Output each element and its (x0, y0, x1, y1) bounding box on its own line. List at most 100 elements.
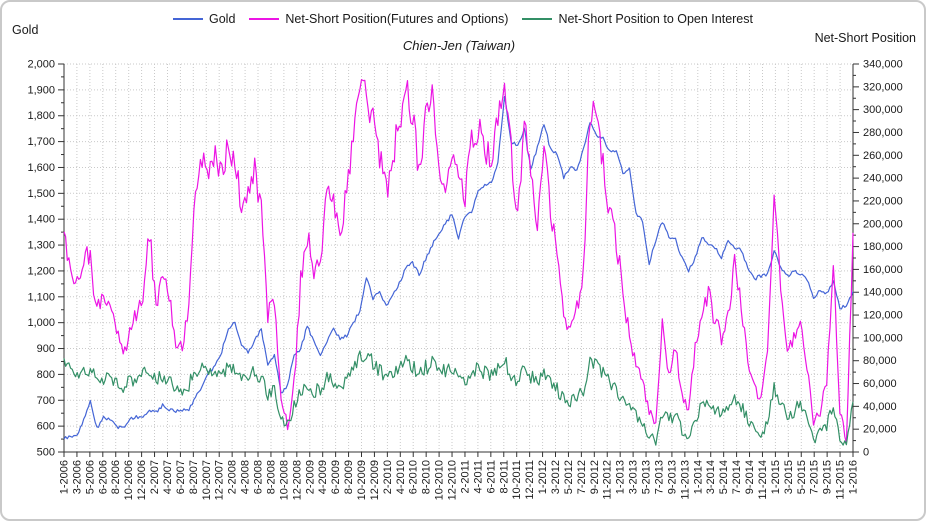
ratio-line-swatch-icon (522, 18, 553, 20)
svg-text:1-2014: 1-2014 (692, 460, 704, 494)
svg-text:11-2013: 11-2013 (679, 460, 691, 500)
svg-text:700: 700 (37, 395, 55, 407)
svg-text:4-2007: 4-2007 (162, 460, 174, 494)
svg-text:1,800: 1,800 (27, 110, 55, 122)
svg-text:320,000: 320,000 (863, 81, 903, 93)
svg-text:3-2012: 3-2012 (550, 460, 562, 494)
svg-text:6-2008: 6-2008 (253, 460, 265, 494)
svg-text:1-2015: 1-2015 (770, 460, 782, 494)
svg-text:12-2009: 12-2009 (369, 460, 381, 500)
svg-text:3-2014: 3-2014 (705, 460, 717, 494)
svg-text:6-2007: 6-2007 (175, 460, 187, 494)
svg-text:5-2014: 5-2014 (718, 460, 730, 494)
svg-text:2,000: 2,000 (27, 59, 55, 71)
svg-text:500: 500 (37, 447, 55, 459)
svg-text:11-2012: 11-2012 (602, 460, 614, 500)
svg-text:8-2008: 8-2008 (266, 460, 278, 494)
svg-text:100,000: 100,000 (863, 332, 903, 344)
svg-text:4-2011: 4-2011 (472, 460, 484, 493)
svg-text:200,000: 200,000 (863, 218, 903, 230)
legend-label-ratio: Net-Short Position to Open Interest (558, 12, 753, 26)
svg-text:1,100: 1,100 (27, 291, 55, 303)
svg-text:2-2011: 2-2011 (460, 460, 472, 493)
net-short-line-swatch-icon (249, 18, 280, 20)
svg-text:11-2014: 11-2014 (757, 460, 769, 500)
svg-text:140,000: 140,000 (863, 287, 903, 299)
svg-text:10-2008: 10-2008 (278, 460, 290, 500)
svg-text:800: 800 (37, 369, 55, 381)
legend-item-gold: Gold (173, 12, 235, 26)
svg-text:7-2014: 7-2014 (731, 460, 743, 494)
legend-item-net-short: Net-Short Position(Futures and Options) (249, 12, 508, 26)
svg-text:8-2007: 8-2007 (188, 460, 200, 494)
svg-text:1,500: 1,500 (27, 188, 55, 200)
series-line-gold (63, 95, 854, 440)
svg-text:6-2009: 6-2009 (330, 460, 342, 494)
svg-text:4-2010: 4-2010 (395, 460, 407, 494)
svg-text:4-2009: 4-2009 (317, 460, 329, 494)
svg-text:5-2012: 5-2012 (563, 460, 575, 494)
svg-text:6-2010: 6-2010 (408, 460, 420, 494)
svg-text:1,400: 1,400 (27, 214, 55, 226)
svg-text:1,600: 1,600 (27, 162, 55, 174)
legend-label-gold: Gold (209, 12, 236, 26)
svg-text:80,000: 80,000 (863, 355, 897, 367)
svg-text:9-2013: 9-2013 (666, 460, 678, 494)
svg-text:9-2014: 9-2014 (744, 460, 756, 494)
svg-text:1,200: 1,200 (27, 265, 55, 277)
svg-text:2-2007: 2-2007 (149, 460, 161, 494)
legend-item-ratio: Net-Short Position to Open Interest (522, 12, 753, 26)
svg-text:1-2012: 1-2012 (537, 460, 549, 494)
series-line-ratio (63, 350, 854, 446)
gold-line-swatch-icon (173, 18, 203, 20)
svg-text:1-2006: 1-2006 (59, 460, 71, 494)
svg-text:11-2015: 11-2015 (835, 460, 847, 500)
svg-text:1,000: 1,000 (27, 317, 55, 329)
svg-text:12-2010: 12-2010 (447, 460, 459, 500)
svg-text:6-2011: 6-2011 (485, 460, 497, 493)
left-axis-title: Gold (12, 23, 39, 37)
svg-text:1,700: 1,700 (27, 136, 55, 148)
svg-text:8-2010: 8-2010 (421, 460, 433, 494)
svg-text:7-2012: 7-2012 (576, 460, 588, 494)
svg-text:3-2006: 3-2006 (71, 460, 83, 494)
svg-text:40,000: 40,000 (863, 401, 897, 413)
svg-text:220,000: 220,000 (863, 195, 903, 207)
svg-text:3-2013: 3-2013 (628, 460, 640, 494)
svg-text:340,000: 340,000 (863, 59, 903, 71)
svg-text:7-2013: 7-2013 (654, 460, 666, 494)
chart-title: Chien-Jen (Taiwan) (402, 38, 516, 53)
svg-text:12-2008: 12-2008 (291, 460, 303, 500)
svg-text:600: 600 (37, 421, 55, 433)
svg-text:2-2008: 2-2008 (227, 460, 239, 494)
svg-text:8-2006: 8-2006 (110, 460, 122, 494)
svg-text:8-2011: 8-2011 (498, 460, 510, 493)
svg-text:5-2006: 5-2006 (84, 460, 96, 494)
svg-text:6-2006: 6-2006 (97, 460, 109, 494)
svg-text:300,000: 300,000 (863, 104, 903, 116)
svg-text:12-2007: 12-2007 (214, 460, 226, 500)
right-axis-title: Net-Short Position (814, 31, 916, 45)
svg-text:9-2015: 9-2015 (822, 460, 834, 494)
svg-text:1,900: 1,900 (27, 84, 55, 96)
svg-text:8-2009: 8-2009 (343, 460, 355, 494)
svg-text:1-2016: 1-2016 (848, 460, 860, 494)
svg-text:60,000: 60,000 (863, 378, 897, 390)
svg-text:5-2015: 5-2015 (796, 460, 808, 494)
svg-text:180,000: 180,000 (863, 241, 903, 253)
svg-text:260,000: 260,000 (863, 150, 903, 162)
svg-text:120,000: 120,000 (863, 310, 903, 322)
svg-text:0: 0 (863, 447, 869, 459)
svg-text:10-2006: 10-2006 (123, 460, 135, 500)
svg-text:12-2006: 12-2006 (136, 460, 148, 500)
svg-text:7-2015: 7-2015 (809, 460, 821, 494)
svg-text:1,300: 1,300 (27, 240, 55, 252)
svg-text:10-2010: 10-2010 (434, 460, 446, 500)
svg-text:10-2011: 10-2011 (511, 460, 523, 500)
svg-text:1-2013: 1-2013 (615, 460, 627, 494)
svg-text:160,000: 160,000 (863, 264, 903, 276)
svg-text:10-2009: 10-2009 (356, 460, 368, 500)
svg-text:9-2012: 9-2012 (589, 460, 601, 494)
svg-text:2-2009: 2-2009 (304, 460, 316, 494)
